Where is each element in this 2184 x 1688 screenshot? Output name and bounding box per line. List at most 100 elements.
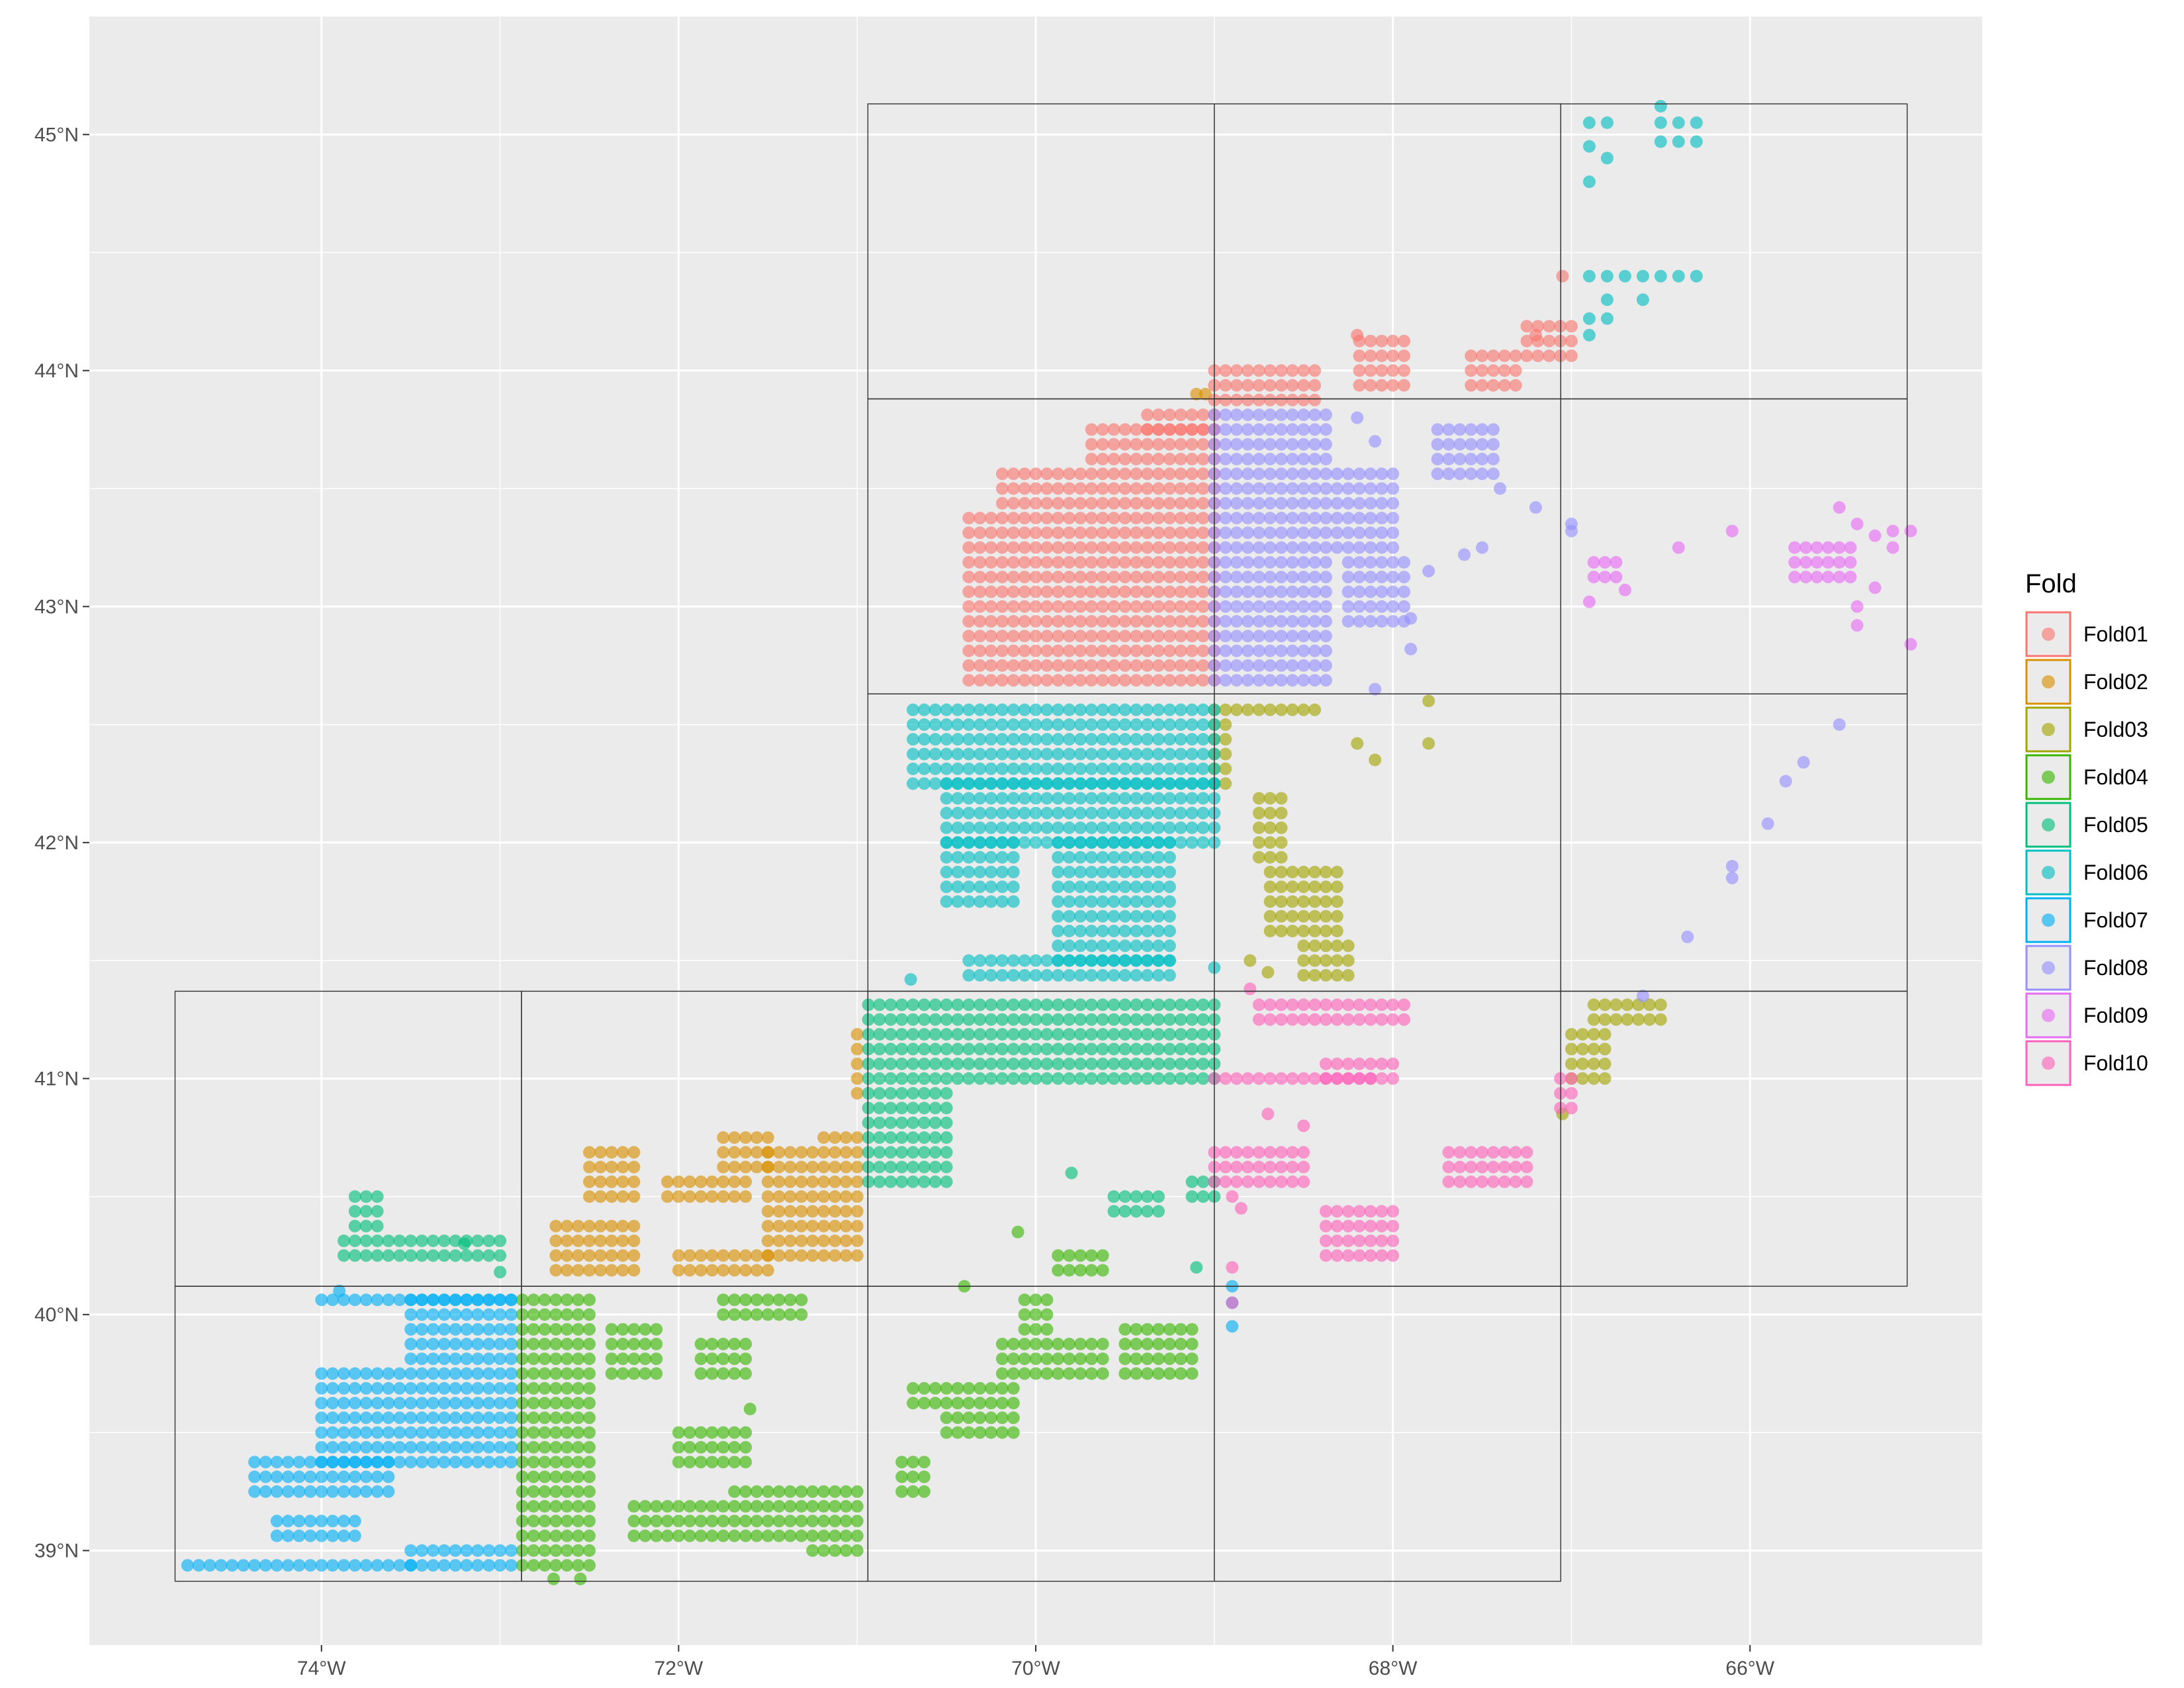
data-point [1018,1337,1031,1350]
data-point [616,1190,629,1203]
data-point [1498,350,1511,362]
data-point [1096,865,1109,878]
data-point [437,1293,451,1307]
data-point [616,1367,629,1380]
data-point [1375,556,1388,569]
data-point [1174,482,1187,495]
data-point [761,1264,774,1277]
data-point [549,1397,563,1410]
data-point [917,762,931,775]
data-point [1319,674,1332,687]
data-point [1308,438,1322,451]
data-point [1252,615,1265,628]
data-point [995,482,1009,495]
data-point [1152,836,1165,849]
data-point [995,659,1009,672]
data-point [1029,1308,1042,1321]
data-point [1118,925,1132,937]
x-tick-label: 70°W [1011,1658,1060,1679]
data-point [1074,1072,1087,1085]
data-point [795,1500,808,1513]
data-point [1018,585,1031,598]
data-point [627,1515,641,1528]
data-point [1063,1057,1076,1070]
data-point [1074,880,1087,894]
data-point [1476,453,1488,465]
data-point [516,1352,529,1366]
data-point [359,1235,373,1247]
data-point [449,1352,462,1366]
data-point [1130,600,1143,613]
data-points [181,100,1917,1585]
data-point [270,1529,283,1542]
data-point [1308,954,1322,967]
data-point [694,1249,707,1262]
data-point [1219,600,1232,613]
data-point [1085,865,1098,878]
data-point [437,1323,451,1336]
data-point [1063,939,1076,953]
data-point [1163,1043,1176,1056]
data-point [940,1087,953,1100]
data-point [1387,1235,1400,1247]
data-point [850,1235,864,1247]
data-point [739,1367,752,1380]
data-point [504,1426,518,1439]
data-point [1007,467,1020,481]
data-point [1007,1367,1020,1380]
data-point [627,1529,641,1542]
data-point [940,895,953,908]
data-point [1118,777,1132,790]
data-point [784,1235,797,1247]
data-point [359,1293,373,1307]
data-point [504,1382,518,1395]
data-point [985,836,997,849]
data-point [1052,482,1065,495]
data-point [1543,350,1556,362]
data-point [516,1515,529,1528]
data-point [1252,379,1265,392]
data-point [1342,482,1355,495]
data-point [1063,467,1076,481]
data-point [416,1426,428,1439]
data-point [1118,585,1132,598]
data-point [1387,467,1400,481]
data-point [1431,453,1444,465]
data-point [1118,1190,1132,1203]
data-point [1130,630,1143,643]
data-point [907,762,919,775]
data-point [404,1352,418,1366]
data-point [705,1249,719,1262]
data-point [1152,1043,1165,1056]
data-point [1252,438,1265,451]
data-point [995,1043,1009,1056]
data-point [895,1131,909,1144]
data-point [1107,836,1120,849]
data-point [1085,1352,1098,1366]
data-point [616,1337,629,1350]
data-point [1330,1057,1343,1070]
y-tick-label: 42°N [34,832,79,854]
data-point [1096,556,1109,569]
data-point [995,1397,1009,1410]
data-point [1040,1072,1054,1085]
data-point [895,1175,909,1188]
data-point [717,1146,730,1159]
data-point [717,1190,730,1203]
data-point [1174,1057,1187,1070]
data-point [1621,998,1634,1011]
data-point [561,1323,574,1336]
data-point [538,1323,551,1336]
data-point [1453,1175,1467,1188]
data-point [1029,762,1042,775]
data-point [1398,379,1410,392]
data-point [850,1249,864,1262]
data-point [1141,512,1154,525]
data-point [650,1352,663,1366]
data-point [1263,408,1277,422]
data-point [1252,792,1265,805]
data-point [705,1529,719,1542]
data-point [1107,496,1120,510]
data-point [817,1544,831,1557]
data-point [862,998,875,1011]
